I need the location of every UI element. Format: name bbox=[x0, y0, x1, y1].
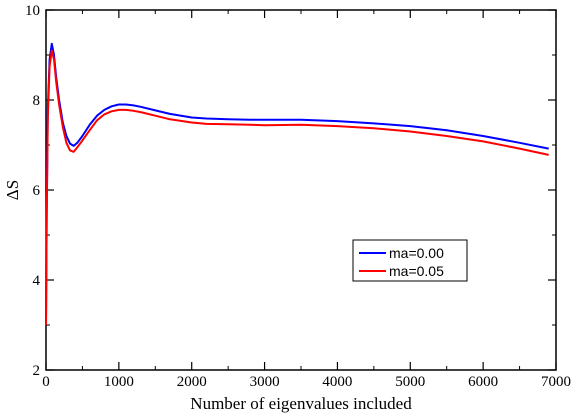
x-tick-label: 0 bbox=[42, 374, 50, 390]
x-tick-label: 3000 bbox=[250, 374, 280, 390]
x-tick-label: 1000 bbox=[104, 374, 134, 390]
x-tick-label: 6000 bbox=[468, 374, 498, 390]
series-lines bbox=[45, 42, 549, 326]
x-tick-label: 7000 bbox=[541, 374, 571, 390]
y-tick-label: 2 bbox=[33, 363, 41, 379]
y-tick-label: 4 bbox=[33, 273, 41, 289]
y-axis-label: ΔS bbox=[3, 180, 22, 200]
x-tick-label: 2000 bbox=[177, 374, 207, 390]
y-tick-label: 10 bbox=[25, 3, 40, 19]
x-tick-label: 5000 bbox=[395, 374, 425, 390]
y-tick-label: 8 bbox=[33, 93, 41, 109]
plot-frame bbox=[45, 9, 557, 371]
legend-label-ma-0.05: ma=0.05 bbox=[389, 263, 444, 279]
legend-label-ma-0.00: ma=0.00 bbox=[389, 245, 444, 261]
legend-box bbox=[352, 239, 468, 282]
x-tick-label: 4000 bbox=[322, 374, 352, 390]
series-line-ma=0.05 bbox=[45, 49, 549, 326]
legend: ma=0.00 ma=0.05 bbox=[352, 239, 468, 282]
x-axis-label: Number of eigenvalues included bbox=[190, 394, 412, 413]
axis-ticks: 0 1000 2000 3000 4000 5000 6000 7000 2 4 6 8 10 bbox=[25, 3, 571, 390]
y-tick-label: 6 bbox=[33, 183, 41, 199]
series-line-ma=0.00 bbox=[45, 42, 549, 326]
